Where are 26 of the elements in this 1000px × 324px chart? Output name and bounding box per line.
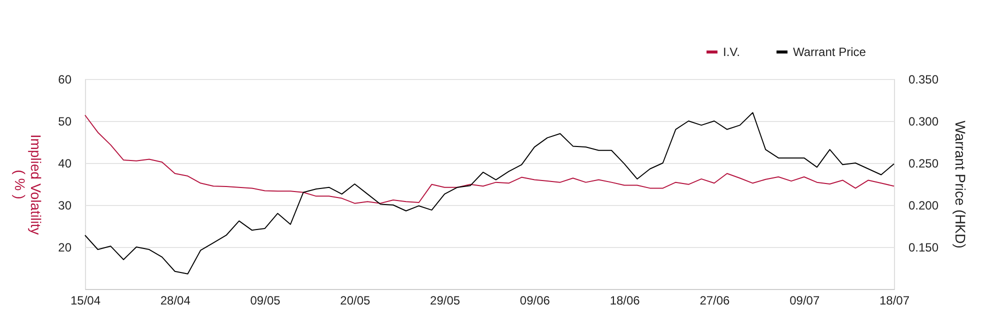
x-tick-label: 09/06 [520,294,550,308]
y-tick-label: 60 [58,72,72,86]
y-tick-label: 50 [58,114,72,128]
x-tick-label: 09/05 [250,294,281,308]
y2-tick-label: 0.150 [908,240,939,254]
x-tick-label: 27/06 [700,294,730,308]
legend-label: I.V. [723,45,740,59]
y-tick-label: 30 [58,198,72,212]
y-tick-label: 20 [58,240,72,254]
y2-tick-label: 0.300 [908,114,939,128]
x-tick-label: 18/06 [610,294,640,308]
y2-tick-label: 0.350 [908,72,939,86]
y-tick-label: 40 [58,156,72,170]
x-tick-label: 20/05 [340,294,371,308]
y2-tick-label: 0.250 [908,156,939,170]
legend-label: Warrant Price [793,45,866,59]
line-series [84,114,894,204]
x-tick-label: 09/07 [790,294,820,308]
x-tick-label: 15/04 [70,294,101,308]
y2-axis-title: Warrant Price (HKD) [952,120,969,248]
x-tick-label: 29/05 [430,294,460,308]
y2-tick-label: 0.200 [908,198,939,212]
line-series [84,112,894,274]
x-tick-label: 18/07 [879,294,910,308]
y-axis-title: Implied Volatility ( % ) [12,134,44,235]
x-tick-label: 28/04 [160,294,191,308]
